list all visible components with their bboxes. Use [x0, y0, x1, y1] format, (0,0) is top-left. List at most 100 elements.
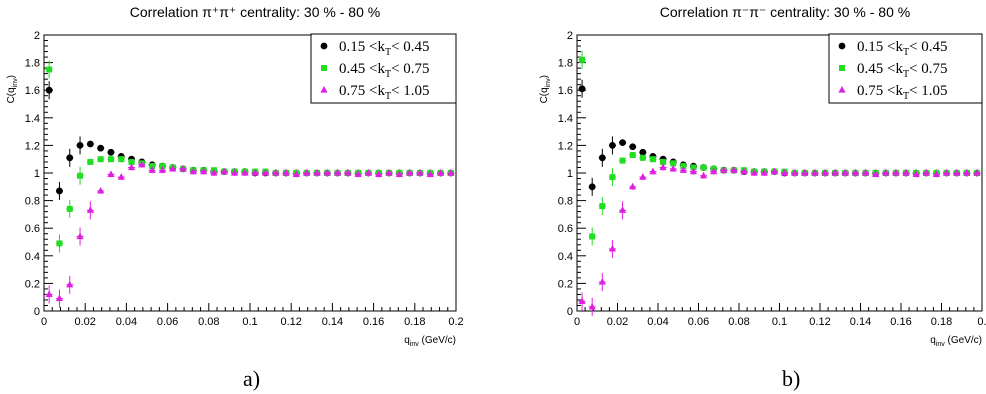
data-point [406, 169, 414, 176]
data-point [107, 148, 115, 156]
data-point [117, 173, 125, 180]
data-point [189, 167, 197, 175]
data-point [364, 169, 373, 176]
data-point [649, 156, 656, 163]
y-tick-label: 0.8 [25, 196, 40, 208]
data-point [963, 169, 971, 176]
y-tick-label: 1.4 [558, 113, 573, 125]
data-point [811, 169, 819, 176]
data-point [395, 170, 403, 177]
data-point [55, 294, 64, 302]
data-point [851, 169, 860, 176]
data-point [66, 280, 74, 288]
data-point [578, 297, 586, 304]
data-point [700, 164, 707, 171]
y-tick-label: 1.2 [25, 140, 40, 152]
panel-label: a) [243, 366, 260, 391]
x-tick-label: 0.14 [850, 316, 871, 328]
data-point [261, 169, 270, 176]
data-point [230, 169, 239, 176]
data-point [780, 169, 789, 176]
data-point [77, 172, 84, 179]
data-point [973, 169, 981, 176]
data-point [892, 169, 900, 176]
y-tick-label: 0.2 [558, 278, 573, 290]
y-tick-label: 0.2 [25, 278, 40, 290]
x-tick-label: 0.12 [280, 316, 301, 328]
data-point [97, 144, 105, 152]
data-point [629, 152, 636, 159]
data-point [629, 143, 637, 151]
data-point [942, 169, 951, 176]
data-point [86, 206, 94, 213]
data-point [639, 148, 647, 156]
data-point [838, 86, 846, 93]
x-tick-label: 0.02 [74, 316, 95, 328]
data-point [313, 169, 321, 176]
data-point [670, 160, 677, 167]
y-tick-label: 1.6 [25, 85, 40, 97]
x-tick-label: 0.06 [688, 316, 709, 328]
x-tick-label: 0.14 [322, 316, 343, 328]
data-point [598, 154, 606, 162]
data-point [200, 167, 208, 175]
x-tick-label: 0.06 [157, 316, 178, 328]
panel-label: b) [782, 366, 800, 391]
data-point [118, 156, 125, 163]
data-point [831, 169, 839, 176]
x-tick-label: 0.02 [607, 316, 628, 328]
data-point [436, 169, 445, 176]
data-point [220, 167, 228, 175]
data-point [932, 170, 941, 177]
y-tick-label: 0 [34, 306, 40, 318]
data-point [447, 169, 455, 176]
x-tick-label: 0.16 [363, 316, 384, 328]
data-point [149, 163, 156, 170]
data-point [953, 169, 961, 176]
data-point [669, 164, 677, 172]
x-tick-label: 0 [41, 316, 47, 328]
data-point [272, 169, 280, 176]
x-tick-label: 0 [574, 316, 580, 328]
data-point [292, 170, 300, 177]
data-point [882, 169, 890, 176]
data-point [148, 166, 156, 173]
data-point [416, 169, 424, 176]
data-point [45, 86, 53, 94]
data-point [128, 158, 135, 165]
legend-label: 0.15 <kT< 0.45 [339, 39, 430, 58]
data-point [241, 169, 249, 176]
data-point [87, 158, 94, 165]
x-tick-label: 0.2 [448, 316, 463, 328]
data-point [210, 169, 218, 176]
y-tick-label: 1.2 [558, 140, 573, 152]
data-point [841, 169, 849, 176]
data-point [282, 169, 290, 176]
legend-box [828, 33, 983, 104]
data-point [179, 164, 187, 172]
legend-label: 0.15 <kT< 0.45 [857, 39, 948, 58]
data-point [740, 167, 748, 175]
data-point [690, 164, 697, 171]
data-point [127, 163, 136, 171]
x-tick-label: 0.08 [728, 316, 749, 328]
data-point [791, 169, 799, 176]
data-point [619, 157, 626, 164]
legend-label: 0.75 <kT< 1.05 [857, 83, 948, 102]
y-tick-label: 0.4 [558, 251, 573, 263]
x-axis-label: qinv (GeV/c) [404, 335, 456, 348]
legend-label: 0.75 <kT< 1.05 [339, 83, 430, 102]
y-tick-label: 0.8 [558, 196, 573, 208]
data-point [107, 170, 115, 177]
data-point [320, 86, 328, 93]
data-point [320, 42, 328, 50]
data-point [588, 302, 596, 310]
x-tick-label: 0. [977, 316, 986, 328]
data-point [639, 154, 646, 161]
data-point [56, 240, 63, 247]
data-point [107, 156, 114, 163]
y-axis-label: C(qinv) [6, 75, 19, 103]
data-point [46, 66, 53, 73]
data-point [861, 169, 870, 176]
